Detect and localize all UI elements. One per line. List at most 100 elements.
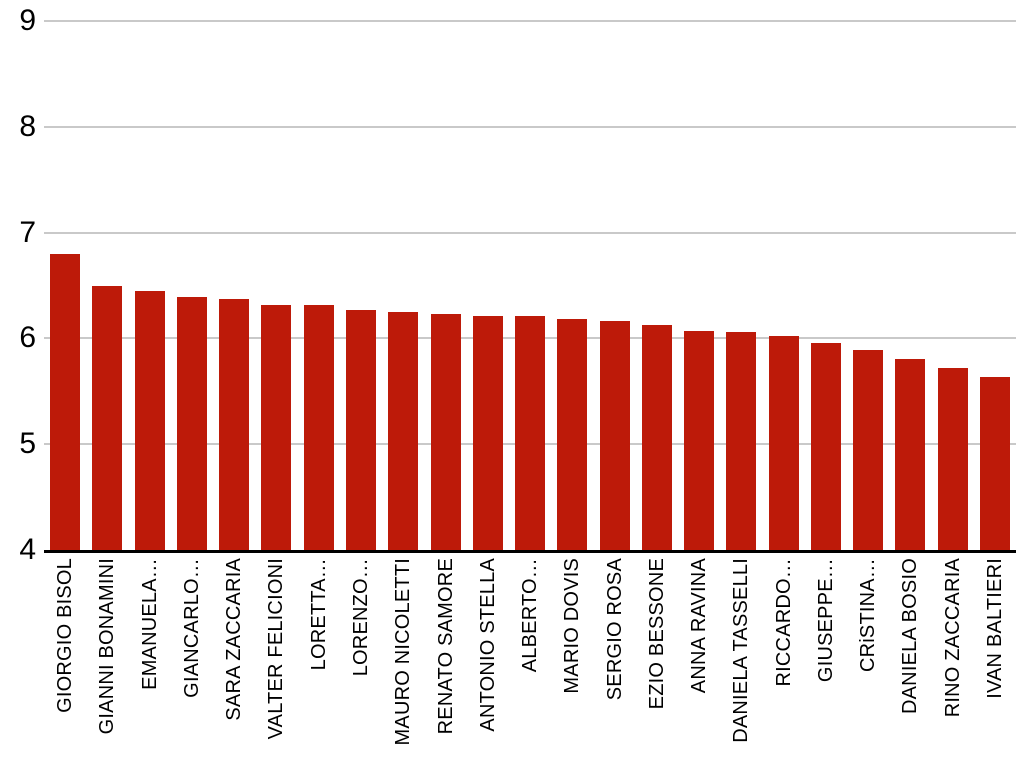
x-axis-category: VALTER FELICIONI xyxy=(255,558,297,763)
x-axis-tick-label: ANNA RAVINA xyxy=(688,558,711,694)
x-axis-tick-label: EMANUELA… xyxy=(138,558,161,690)
bar-cell xyxy=(551,21,593,550)
x-axis-tick-label: VALTER FELICIONI xyxy=(265,558,288,740)
bar-MARIO DOVIS xyxy=(557,319,588,550)
x-axis-tick-label: LORENZO… xyxy=(349,558,372,677)
bar-cell xyxy=(255,21,297,550)
x-axis-tick-label: EZIO BESSONE xyxy=(645,558,668,710)
x-axis-category: IVAN BALTIERI xyxy=(974,558,1016,763)
x-axis: GIORGIO BISOL GIANNI BONAMINI EMANUELA… GIA… xyxy=(44,558,1016,763)
bar-RICCARDO… xyxy=(768,336,799,550)
x-axis-category: MAURO NICOLETTI xyxy=(382,558,424,763)
bar-LORETTA… xyxy=(303,304,334,550)
bar-DANIELA BOSIO xyxy=(895,358,926,550)
bar-ALBERTO… xyxy=(515,316,546,550)
bar-EZIO BESSONE xyxy=(641,324,672,550)
x-axis-tick-label: ALBERTO… xyxy=(519,558,542,673)
bar-cell xyxy=(763,21,805,550)
plot-area xyxy=(44,20,1016,553)
bar-GIUSEPPE… xyxy=(810,342,841,550)
bar-RENATO SAMORE xyxy=(430,314,461,550)
y-axis-tick-label: 5 xyxy=(19,427,36,461)
x-axis-tick-label: GIUSEPPE… xyxy=(814,558,837,683)
x-axis-category: SARA ZACCARIA xyxy=(213,558,255,763)
x-axis-tick-label: GIORGIO BISOL xyxy=(54,558,77,713)
bar-cell xyxy=(720,21,762,550)
bar-GIORGIO BISOL xyxy=(50,253,81,550)
y-axis-tick-label: 6 xyxy=(19,321,36,355)
bar-IVAN BALTIERI xyxy=(979,376,1010,550)
x-axis-category: LORETTA… xyxy=(298,558,340,763)
x-axis-category: DANIELA TASSELLI xyxy=(720,558,762,763)
bar-EMANUELA… xyxy=(134,290,165,550)
x-axis-tick-label: RINO ZACCARIA xyxy=(941,558,964,718)
y-axis-tick-label: 7 xyxy=(19,215,36,249)
gridline xyxy=(44,125,1016,128)
x-axis-category: ANNA RAVINA xyxy=(678,558,720,763)
x-axis-category: GIORGIO BISOL xyxy=(44,558,86,763)
bar-cell xyxy=(382,21,424,550)
x-axis-category: RINO ZACCARIA xyxy=(932,558,974,763)
x-axis-tick-label: MARIO DOVIS xyxy=(561,558,584,694)
x-axis-tick-label: SARA ZACCARIA xyxy=(223,558,246,721)
bar-cell xyxy=(467,21,509,550)
bar-cell xyxy=(298,21,340,550)
x-axis-tick-label: MAURO NICOLETTI xyxy=(392,558,415,746)
bar-SARA ZACCARIA xyxy=(219,299,250,550)
y-axis-tick-label: 8 xyxy=(19,109,36,143)
bar-cell xyxy=(847,21,889,550)
x-axis-category: EZIO BESSONE xyxy=(636,558,678,763)
x-axis-tick-label: CRiSTINA… xyxy=(857,558,880,673)
bar-GIANNI BONAMINI xyxy=(92,285,123,550)
x-axis-category: GIUSEPPE… xyxy=(805,558,847,763)
y-axis-tick-label: 9 xyxy=(19,4,36,37)
bar-cell xyxy=(509,21,551,550)
x-axis-category: ANTONIO STELLA xyxy=(467,558,509,763)
x-axis-tick-label: RENATO SAMORE xyxy=(434,558,457,735)
bar-DANIELA TASSELLI xyxy=(726,332,757,550)
gridline xyxy=(44,20,1016,22)
x-axis-tick-label: RICCARDO… xyxy=(772,558,795,687)
x-axis-category: GIANNI BONAMINI xyxy=(86,558,128,763)
bar-GIANCARLO… xyxy=(176,297,207,550)
bar-cell xyxy=(86,21,128,550)
bar-cell xyxy=(974,21,1016,550)
bars-layer xyxy=(44,21,1016,550)
x-axis-category: RICCARDO… xyxy=(763,558,805,763)
x-axis-tick-label: GIANNI BONAMINI xyxy=(96,558,119,735)
bar-cell xyxy=(805,21,847,550)
bar-cell xyxy=(129,21,171,550)
bar-cell xyxy=(678,21,720,550)
bar-cell xyxy=(932,21,974,550)
x-axis-category: CRiSTINA… xyxy=(847,558,889,763)
x-axis-category: ALBERTO… xyxy=(509,558,551,763)
x-axis-tick-label: IVAN BALTIERI xyxy=(983,558,1006,699)
gridline xyxy=(44,231,1016,234)
bar-MAURO NICOLETTI xyxy=(388,311,419,550)
bar-cell xyxy=(889,21,931,550)
bar-SERGIO ROSA xyxy=(599,321,630,550)
x-axis-category: SERGIO ROSA xyxy=(593,558,635,763)
bar-ANNA RAVINA xyxy=(684,331,715,550)
x-axis-category: RENATO SAMORE xyxy=(424,558,466,763)
bar-cell xyxy=(593,21,635,550)
x-axis-tick-label: GIANCARLO… xyxy=(180,558,203,698)
x-axis-tick-label: DANIELA TASSELLI xyxy=(730,558,753,743)
bar-VALTER FELICIONI xyxy=(261,304,292,550)
x-axis-category: LORENZO… xyxy=(340,558,382,763)
bar-CRiSTINA… xyxy=(853,350,884,550)
bar-cell xyxy=(424,21,466,550)
bar-RINO ZACCARIA xyxy=(937,368,968,550)
x-axis-tick-label: DANIELA BOSIO xyxy=(899,558,922,714)
bar-cell xyxy=(636,21,678,550)
x-axis-tick-label: LORETTA… xyxy=(307,558,330,671)
x-axis-tick-label: SERGIO ROSA xyxy=(603,558,626,701)
bar-cell xyxy=(213,21,255,550)
bar-cell xyxy=(171,21,213,550)
x-axis-category: EMANUELA… xyxy=(129,558,171,763)
x-axis-category: GIANCARLO… xyxy=(171,558,213,763)
bar-cell xyxy=(340,21,382,550)
bar-ANTONIO STELLA xyxy=(472,316,503,550)
bar-LORENZO… xyxy=(345,309,376,550)
